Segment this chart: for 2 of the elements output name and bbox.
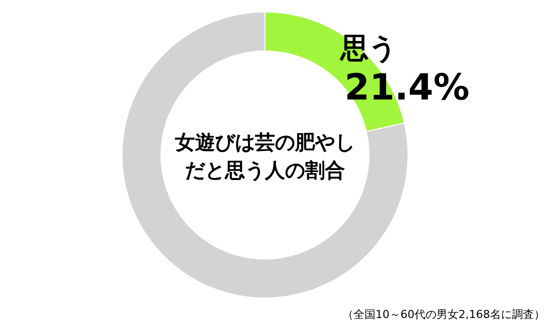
text: 女遊びは芸の肥やしだと思う人の割合 (174, 130, 355, 182)
text: （全国10～60代の男女2,168名に調査） (342, 308, 545, 321)
